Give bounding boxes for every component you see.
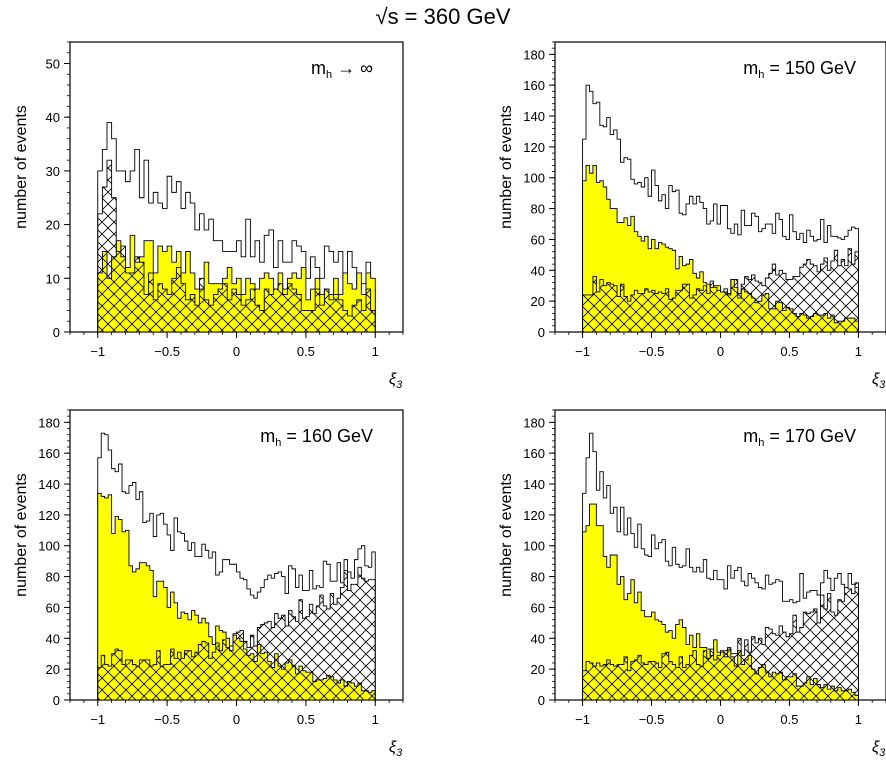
x-tick-label: −0.5: [154, 712, 180, 727]
y-tick-label: 180: [523, 415, 545, 430]
histogram-panel-1: 0 10 20 30 40 50 −1 −0.5 0 0.5 1 number of events ξ3…: [13, 41, 404, 391]
y-tick-label: 0: [538, 325, 545, 340]
y-tick-label: 30: [46, 164, 60, 179]
panel-label: mh = 160 GeV: [260, 426, 373, 449]
y-tick-label: 140: [38, 477, 60, 492]
x-tick-label: −0.5: [639, 712, 665, 727]
series-hatched-histogram: [582, 248, 859, 333]
y-tick-label: 0: [53, 693, 60, 708]
series-outline-histogram: [97, 432, 376, 701]
x-tick-label: −1: [90, 712, 105, 727]
y-tick-label: 80: [531, 202, 545, 217]
y-tick-label: 160: [523, 446, 545, 461]
panel-label: mh → ∞: [311, 58, 373, 81]
x-axis-label: ξ3: [872, 739, 886, 759]
y-axis-label: number of events: [498, 473, 515, 597]
y-tick-label: 60: [531, 600, 545, 615]
x-tick-label: 1: [855, 344, 862, 359]
y-tick-label: 120: [38, 508, 60, 523]
figure-title: √s = 360 GeV: [375, 4, 511, 29]
series-outline-histogram: [582, 84, 859, 333]
y-axis-label: number of events: [13, 105, 30, 229]
y-tick-label: 20: [531, 662, 545, 677]
y-tick-label: 120: [523, 508, 545, 523]
y-tick-label: 100: [523, 539, 545, 554]
y-tick-label: 0: [538, 693, 545, 708]
x-axis-label: ξ3: [872, 371, 886, 391]
y-tick-label: 80: [46, 570, 60, 585]
y-tick-label: 60: [531, 232, 545, 247]
series-hatched-histogram: [582, 582, 859, 701]
series-hatched-histogram: [97, 159, 376, 333]
x-tick-label: 0.5: [297, 712, 315, 727]
series-outline-histogram: [97, 122, 376, 333]
y-tick-label: 180: [523, 47, 545, 62]
y-tick-label: 180: [38, 415, 60, 430]
y-tick-label: 20: [46, 662, 60, 677]
y-tick-label: 140: [523, 109, 545, 124]
y-tick-label: 80: [531, 570, 545, 585]
x-tick-label: 0.5: [780, 344, 798, 359]
y-tick-label: 140: [523, 477, 545, 492]
y-tick-label: 0: [53, 325, 60, 340]
series-outline-histogram: [582, 432, 859, 701]
x-tick-label: 1: [372, 344, 379, 359]
y-tick-label: 10: [46, 271, 60, 286]
y-tick-label: 60: [46, 600, 60, 615]
x-tick-label: 0: [233, 712, 240, 727]
panel-label: mh = 150 GeV: [743, 58, 856, 81]
y-tick-label: 50: [46, 56, 60, 71]
y-tick-label: 40: [531, 631, 545, 646]
y-tick-label: 160: [38, 446, 60, 461]
y-tick-label: 100: [523, 171, 545, 186]
x-tick-label: 0.5: [780, 712, 798, 727]
y-tick-label: 120: [523, 140, 545, 155]
histogram-panel-3: 0 20 40 60 80 100 120 140 160 180 −1 −0.5 0 0.5 1 numbe…: [13, 409, 404, 759]
x-axis-label: ξ3: [389, 371, 403, 391]
x-tick-label: 0: [717, 712, 724, 727]
x-tick-label: −1: [575, 712, 590, 727]
x-tick-label: 1: [855, 712, 862, 727]
x-tick-label: −0.5: [154, 344, 180, 359]
x-tick-label: −1: [575, 344, 590, 359]
y-tick-label: 160: [523, 78, 545, 93]
y-tick-label: 40: [531, 263, 545, 278]
x-tick-label: −0.5: [639, 344, 665, 359]
x-tick-label: 0.5: [297, 344, 315, 359]
panel-label: mh = 170 GeV: [743, 426, 856, 449]
x-tick-label: 1: [372, 712, 379, 727]
x-tick-label: 0: [717, 344, 724, 359]
y-axis-label: number of events: [13, 473, 30, 597]
y-axis-label: number of events: [498, 105, 515, 229]
histogram-panel-2: 0 20 40 60 80 100 120 140 160 180 −1 −0.5 0 0.5 1 numbe…: [498, 41, 886, 391]
x-tick-label: 0: [233, 344, 240, 359]
y-tick-label: 40: [46, 631, 60, 646]
histogram-panel-4: 0 20 40 60 80 100 120 140 160 180 −1 −0.5 0 0.5 1 numbe…: [498, 409, 886, 759]
x-tick-label: −1: [90, 344, 105, 359]
x-axis-label: ξ3: [389, 739, 403, 759]
y-tick-label: 100: [38, 539, 60, 554]
y-tick-label: 20: [531, 294, 545, 309]
series-hatched-histogram: [97, 566, 376, 701]
y-tick-label: 20: [46, 218, 60, 233]
y-tick-label: 40: [46, 110, 60, 125]
